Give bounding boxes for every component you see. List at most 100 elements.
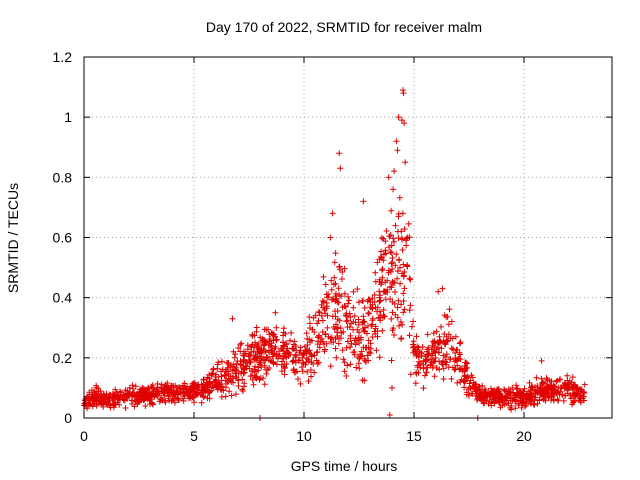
data-point — [468, 372, 475, 379]
data-point — [377, 253, 384, 260]
data-point — [436, 333, 443, 340]
data-point — [362, 358, 369, 365]
data-point — [488, 388, 495, 395]
data-point — [433, 328, 440, 335]
data-point — [381, 313, 388, 320]
data-point — [218, 368, 225, 375]
data-point — [403, 242, 410, 249]
data-point — [382, 279, 389, 286]
data-point — [360, 198, 367, 205]
data-point — [355, 299, 362, 306]
data-point — [468, 390, 475, 397]
data-point — [360, 327, 367, 334]
data-point — [181, 380, 188, 387]
data-point — [358, 336, 365, 343]
y-axis-label: SRMTID / TECUs — [5, 183, 21, 293]
data-point — [528, 383, 535, 390]
data-point — [531, 401, 538, 408]
data-point — [429, 364, 436, 371]
data-point — [391, 279, 398, 286]
data-point — [376, 298, 383, 305]
data-point — [338, 276, 345, 283]
data-point — [311, 352, 318, 359]
data-point — [253, 324, 260, 331]
data-point — [224, 364, 231, 371]
data-point — [330, 281, 337, 288]
data-point — [93, 394, 100, 401]
data-point — [454, 379, 461, 386]
data-point — [208, 387, 215, 394]
data-point — [172, 382, 179, 389]
data-point — [528, 392, 535, 399]
data-point — [359, 352, 366, 359]
data-point — [393, 138, 400, 145]
data-point — [346, 297, 353, 304]
data-point — [404, 234, 411, 241]
data-point — [327, 363, 334, 370]
data-point — [343, 372, 350, 379]
data-point — [569, 401, 576, 408]
data-point — [482, 387, 489, 394]
data-point — [421, 372, 428, 379]
data-point — [336, 317, 343, 324]
data-point — [247, 352, 254, 359]
data-point — [253, 357, 260, 364]
data-point — [280, 363, 287, 370]
data-point — [316, 344, 323, 351]
data-point — [396, 322, 403, 329]
data-point — [467, 377, 474, 384]
data-point — [423, 369, 430, 376]
data-point — [446, 306, 453, 313]
data-point — [538, 375, 545, 382]
data-point — [225, 375, 232, 382]
data-point — [567, 392, 574, 399]
data-point — [347, 361, 354, 368]
data-point — [398, 301, 405, 308]
data-point — [424, 331, 431, 338]
data-point — [300, 360, 307, 367]
data-point — [260, 349, 267, 356]
data-point — [447, 335, 454, 342]
data-point — [372, 269, 379, 276]
data-point — [320, 273, 327, 280]
data-point — [369, 305, 376, 312]
data-point — [457, 339, 464, 346]
data-point — [376, 288, 383, 295]
data-point — [408, 323, 415, 330]
data-point — [389, 266, 396, 273]
data-point — [555, 384, 562, 391]
data-point — [339, 304, 346, 311]
data-point — [334, 298, 341, 305]
data-point — [355, 316, 362, 323]
data-point — [147, 401, 154, 408]
data-point — [336, 150, 343, 157]
data-point — [364, 352, 371, 359]
data-point — [361, 328, 368, 335]
data-point — [315, 359, 322, 366]
data-point — [377, 292, 384, 299]
data-point — [389, 299, 396, 306]
data-point — [91, 400, 98, 407]
data-point — [155, 390, 162, 397]
data-point — [333, 295, 340, 302]
data-point — [240, 364, 247, 371]
data-point — [215, 359, 222, 366]
data-point — [526, 379, 533, 386]
data-point — [232, 373, 239, 380]
data-point — [177, 385, 184, 392]
data-point — [305, 356, 312, 363]
data-point — [531, 396, 538, 403]
data-point — [388, 249, 395, 256]
data-point — [149, 382, 156, 389]
data-point — [369, 315, 376, 322]
data-point — [513, 382, 520, 389]
data-point — [288, 329, 295, 336]
data-point — [432, 354, 439, 361]
data-point — [195, 381, 202, 388]
data-point — [516, 389, 523, 396]
data-point — [223, 380, 230, 387]
data-point — [399, 321, 406, 328]
data-point — [255, 346, 262, 353]
data-point — [392, 288, 399, 295]
data-point — [446, 356, 453, 363]
